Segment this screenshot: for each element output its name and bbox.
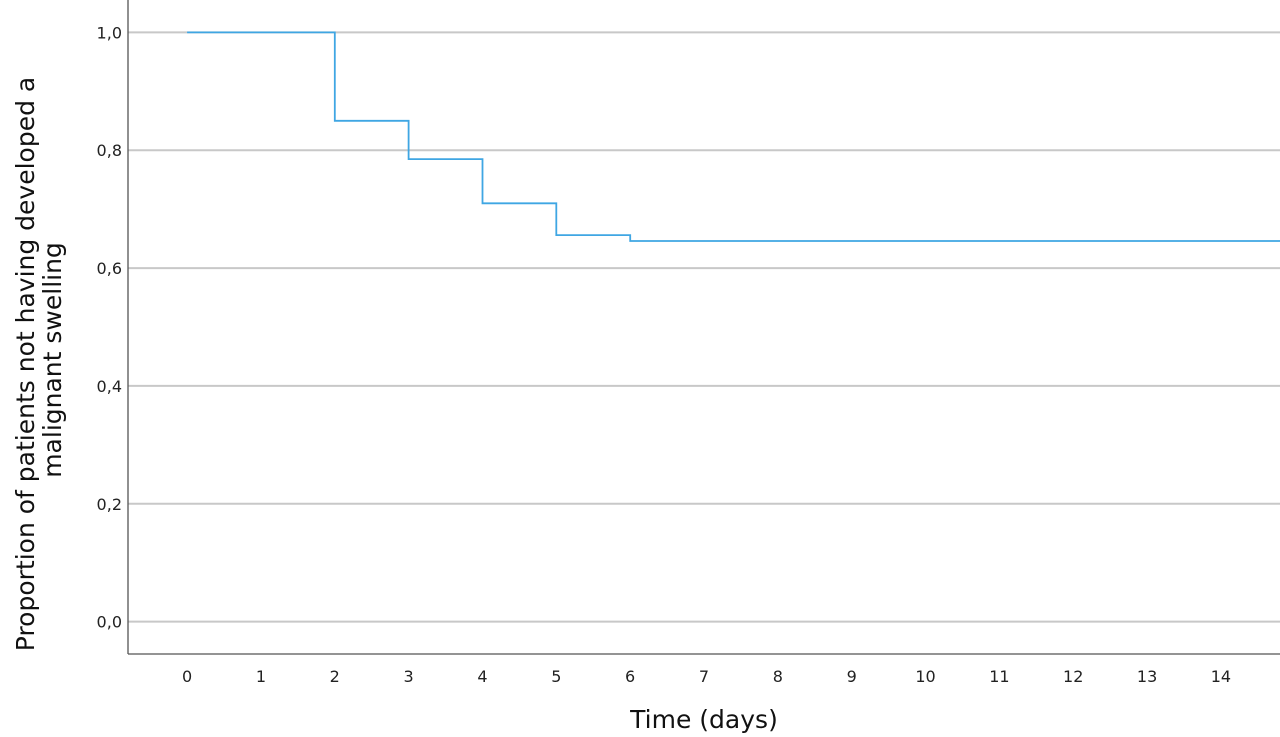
axis-layer: [127, 0, 1280, 655]
y-tick-label: 0,0: [97, 613, 122, 632]
x-tick-label: 7: [699, 667, 709, 686]
x-tick-label: 0: [182, 667, 192, 686]
x-axis-title: Time (days): [629, 705, 778, 734]
y-tick-label: 0,2: [97, 495, 122, 514]
x-tick-label: 13: [1137, 667, 1157, 686]
x-tick-label: 4: [477, 667, 487, 686]
grid-layer: [128, 31, 1280, 623]
y-tick-label: 0,6: [97, 259, 122, 278]
x-tick-label: 11: [989, 667, 1009, 686]
x-tick-label: 9: [847, 667, 857, 686]
x-tick-labels: 0 1 2 3 4 5 6 7 8 9 10 11 12 13 14: [182, 667, 1231, 686]
y-tick-label: 1,0: [97, 23, 122, 42]
y-tick-label: 0,8: [97, 141, 122, 160]
x-tick-label: 3: [404, 667, 414, 686]
x-tick-label: 1: [256, 667, 266, 686]
series-layer: [187, 31, 1280, 242]
y-axis-title: Proportion of patients not having develo…: [11, 69, 67, 651]
x-tick-label: 10: [915, 667, 935, 686]
y-axis-title-line-2: malignant swelling: [38, 242, 67, 478]
x-tick-label: 8: [773, 667, 783, 686]
x-tick-label: 14: [1211, 667, 1231, 686]
x-tick-label: 12: [1063, 667, 1083, 686]
x-tick-label: 6: [625, 667, 635, 686]
y-axis-title-line-1: Proportion of patients not having develo…: [11, 77, 40, 651]
y-tick-labels: 0,0 0,2 0,4 0,6 0,8 1,0: [97, 23, 122, 631]
survival-step-line: [187, 31, 1280, 242]
y-tick-label: 0,4: [97, 377, 122, 396]
x-tick-label: 2: [330, 667, 340, 686]
x-tick-label: 5: [551, 667, 561, 686]
